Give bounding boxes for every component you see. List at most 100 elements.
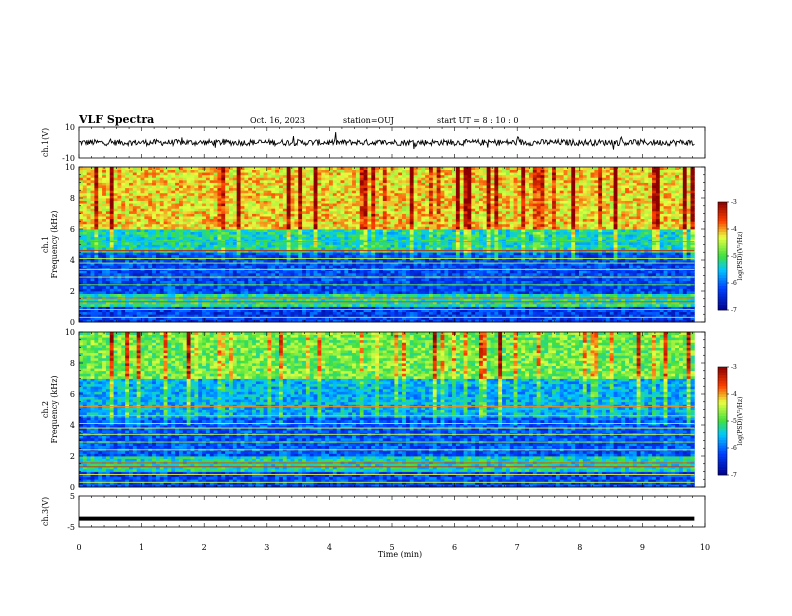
ch1-spectrogram-cell [206,242,210,245]
ch1-spectrogram-cell [310,273,314,276]
ch1-spectrogram-cell [583,257,587,260]
ch1-spectrogram-cell [402,312,406,315]
ch1-spectrogram-cell [206,288,210,291]
ch1-spectrogram-cell [456,288,460,291]
ch1-spectrogram-cell [625,255,629,258]
ch1-spectrogram-cell [410,278,414,281]
ch1-spectrogram-cell [325,270,329,273]
ch1-spectrogram-cell [329,260,333,263]
ch1-spectrogram-cell [144,257,148,260]
ch1-spectrogram-cell [467,291,471,294]
ch1-spectrogram-cell [564,286,568,289]
ch1-spectrogram-cell [598,260,602,263]
ch1-spectrogram-cell [641,312,645,315]
ch1-spectrogram-cell [614,294,618,297]
ch1-spectrogram-cell [221,242,225,245]
ch1-spectrogram-cell [610,314,614,317]
ch1-spectrogram-cell [398,281,402,284]
ch1-spectrogram-cell [506,265,510,268]
ch1-spectrogram-cell [133,288,137,291]
ch1-spectrogram-cell [152,245,156,248]
ch1-spectrogram-cell [406,250,410,253]
ch1-spectrogram-cell [125,265,129,268]
ch1-spectrogram-cell [352,270,356,273]
ch1-spectrogram-cell [625,304,629,307]
ch1-spectrogram-cell [244,270,248,273]
ch1-spectrogram-cell [341,242,345,245]
ch1-spectrogram-cell [183,299,187,302]
ch1-spectrogram-cell [183,247,187,250]
ch1-spectrogram-cell [344,281,348,284]
ch1-spectrogram-cell [117,294,121,297]
ch1-spectrogram-cell [148,278,152,281]
ch1-spectrogram-cell [425,299,429,302]
ch1-spectrogram-cell [229,247,233,250]
ch1-spectrogram-cell [594,247,598,250]
ch1-spectrogram-cell [621,294,625,297]
ch1-spectrogram-cell [275,278,279,281]
ch1-spectrogram-cell [98,242,102,245]
ch1-spectrogram-cell [398,294,402,297]
ch1-spectrogram-cell [571,288,575,291]
ch1-spectrogram-cell [264,260,268,263]
ch1-spectrogram-cell [648,257,652,260]
ch1-spectrogram-cell [237,304,241,307]
ch1-spectrogram-cell [483,278,487,281]
ch1-spectrogram-cell [321,291,325,294]
ch1-spectrogram-cell [364,245,368,248]
ch1-spectrogram-cell [198,278,202,281]
ch1-spectrogram-cell [391,260,395,263]
ch1-spectrogram-cell [514,245,518,248]
ch1-spectrogram-cell [437,294,441,297]
ch1-spectrogram-cell [194,245,198,248]
ch1-spectrogram-cell [241,291,245,294]
ch1-spectrogram-cell [621,265,625,268]
ch1-spectrogram-cell [183,255,187,258]
ch1-spectrogram-cell [191,247,195,250]
ch1-spectrogram-cell [425,270,429,273]
ch1-spectrogram-cell [210,245,214,248]
ch1-spectrogram-cell [564,260,568,263]
ch1-spectrogram-cell [356,245,360,248]
ch1-spectrogram-cell [494,304,498,307]
ch1-spectrogram-cell [179,312,183,315]
ch1-spectrogram-cell [275,273,279,276]
ch1-spectrogram-cell [83,312,87,315]
ch1-spectrogram-cell [617,247,621,250]
ch1-spectrogram-cell [398,288,402,291]
ch1-spectrogram-cell [606,245,610,248]
ch1-spectrogram-cell [275,265,279,268]
ch1-spectrogram-cell [583,252,587,255]
ch1-spectrogram-cell [194,257,198,260]
ch1-spectrogram-cell [333,247,337,250]
ch1-spectrogram-cell [583,265,587,268]
ch1-spectrogram-cell [333,250,337,253]
ch1-spectrogram-cell [341,291,345,294]
ch1-spectrogram-cell [360,314,364,317]
ch1-spectrogram-cell [360,307,364,310]
ch1-spectrogram-cell [475,288,479,291]
ch1-spectrogram-cell [548,270,552,273]
ch1-spectrogram-cell [187,291,191,294]
ch1-spectrogram-cell [156,312,160,315]
ch1-spectrogram-cell [394,273,398,276]
ch1-spectrogram-cell [406,278,410,281]
ch1-spectrogram-cell [360,294,364,297]
ch1-spectrogram-cell [325,278,329,281]
ch1-spectrogram-cell [687,247,691,250]
ch1-spectrogram-cell [460,281,464,284]
ch1-spectrogram-cell [506,291,510,294]
ch1-spectrogram-cell [467,252,471,255]
ch1-spectrogram-cell [460,252,464,255]
ch1-spectrogram-cell [633,250,637,253]
ch1-spectrogram-cell [214,281,218,284]
ch1-spectrogram-cell [210,252,214,255]
ch1-spectrogram-cell [375,299,379,302]
ch1-spectrogram-cell [317,307,321,310]
ch1-spectrogram-cell [198,247,202,250]
ch1-spectrogram-cell [264,314,268,317]
ch1-spectrogram-cell [352,247,356,250]
ch1-spectrogram-cell [156,245,160,248]
ch1-spectrogram-cell [456,278,460,281]
ch1-spectrogram-cell [294,291,298,294]
